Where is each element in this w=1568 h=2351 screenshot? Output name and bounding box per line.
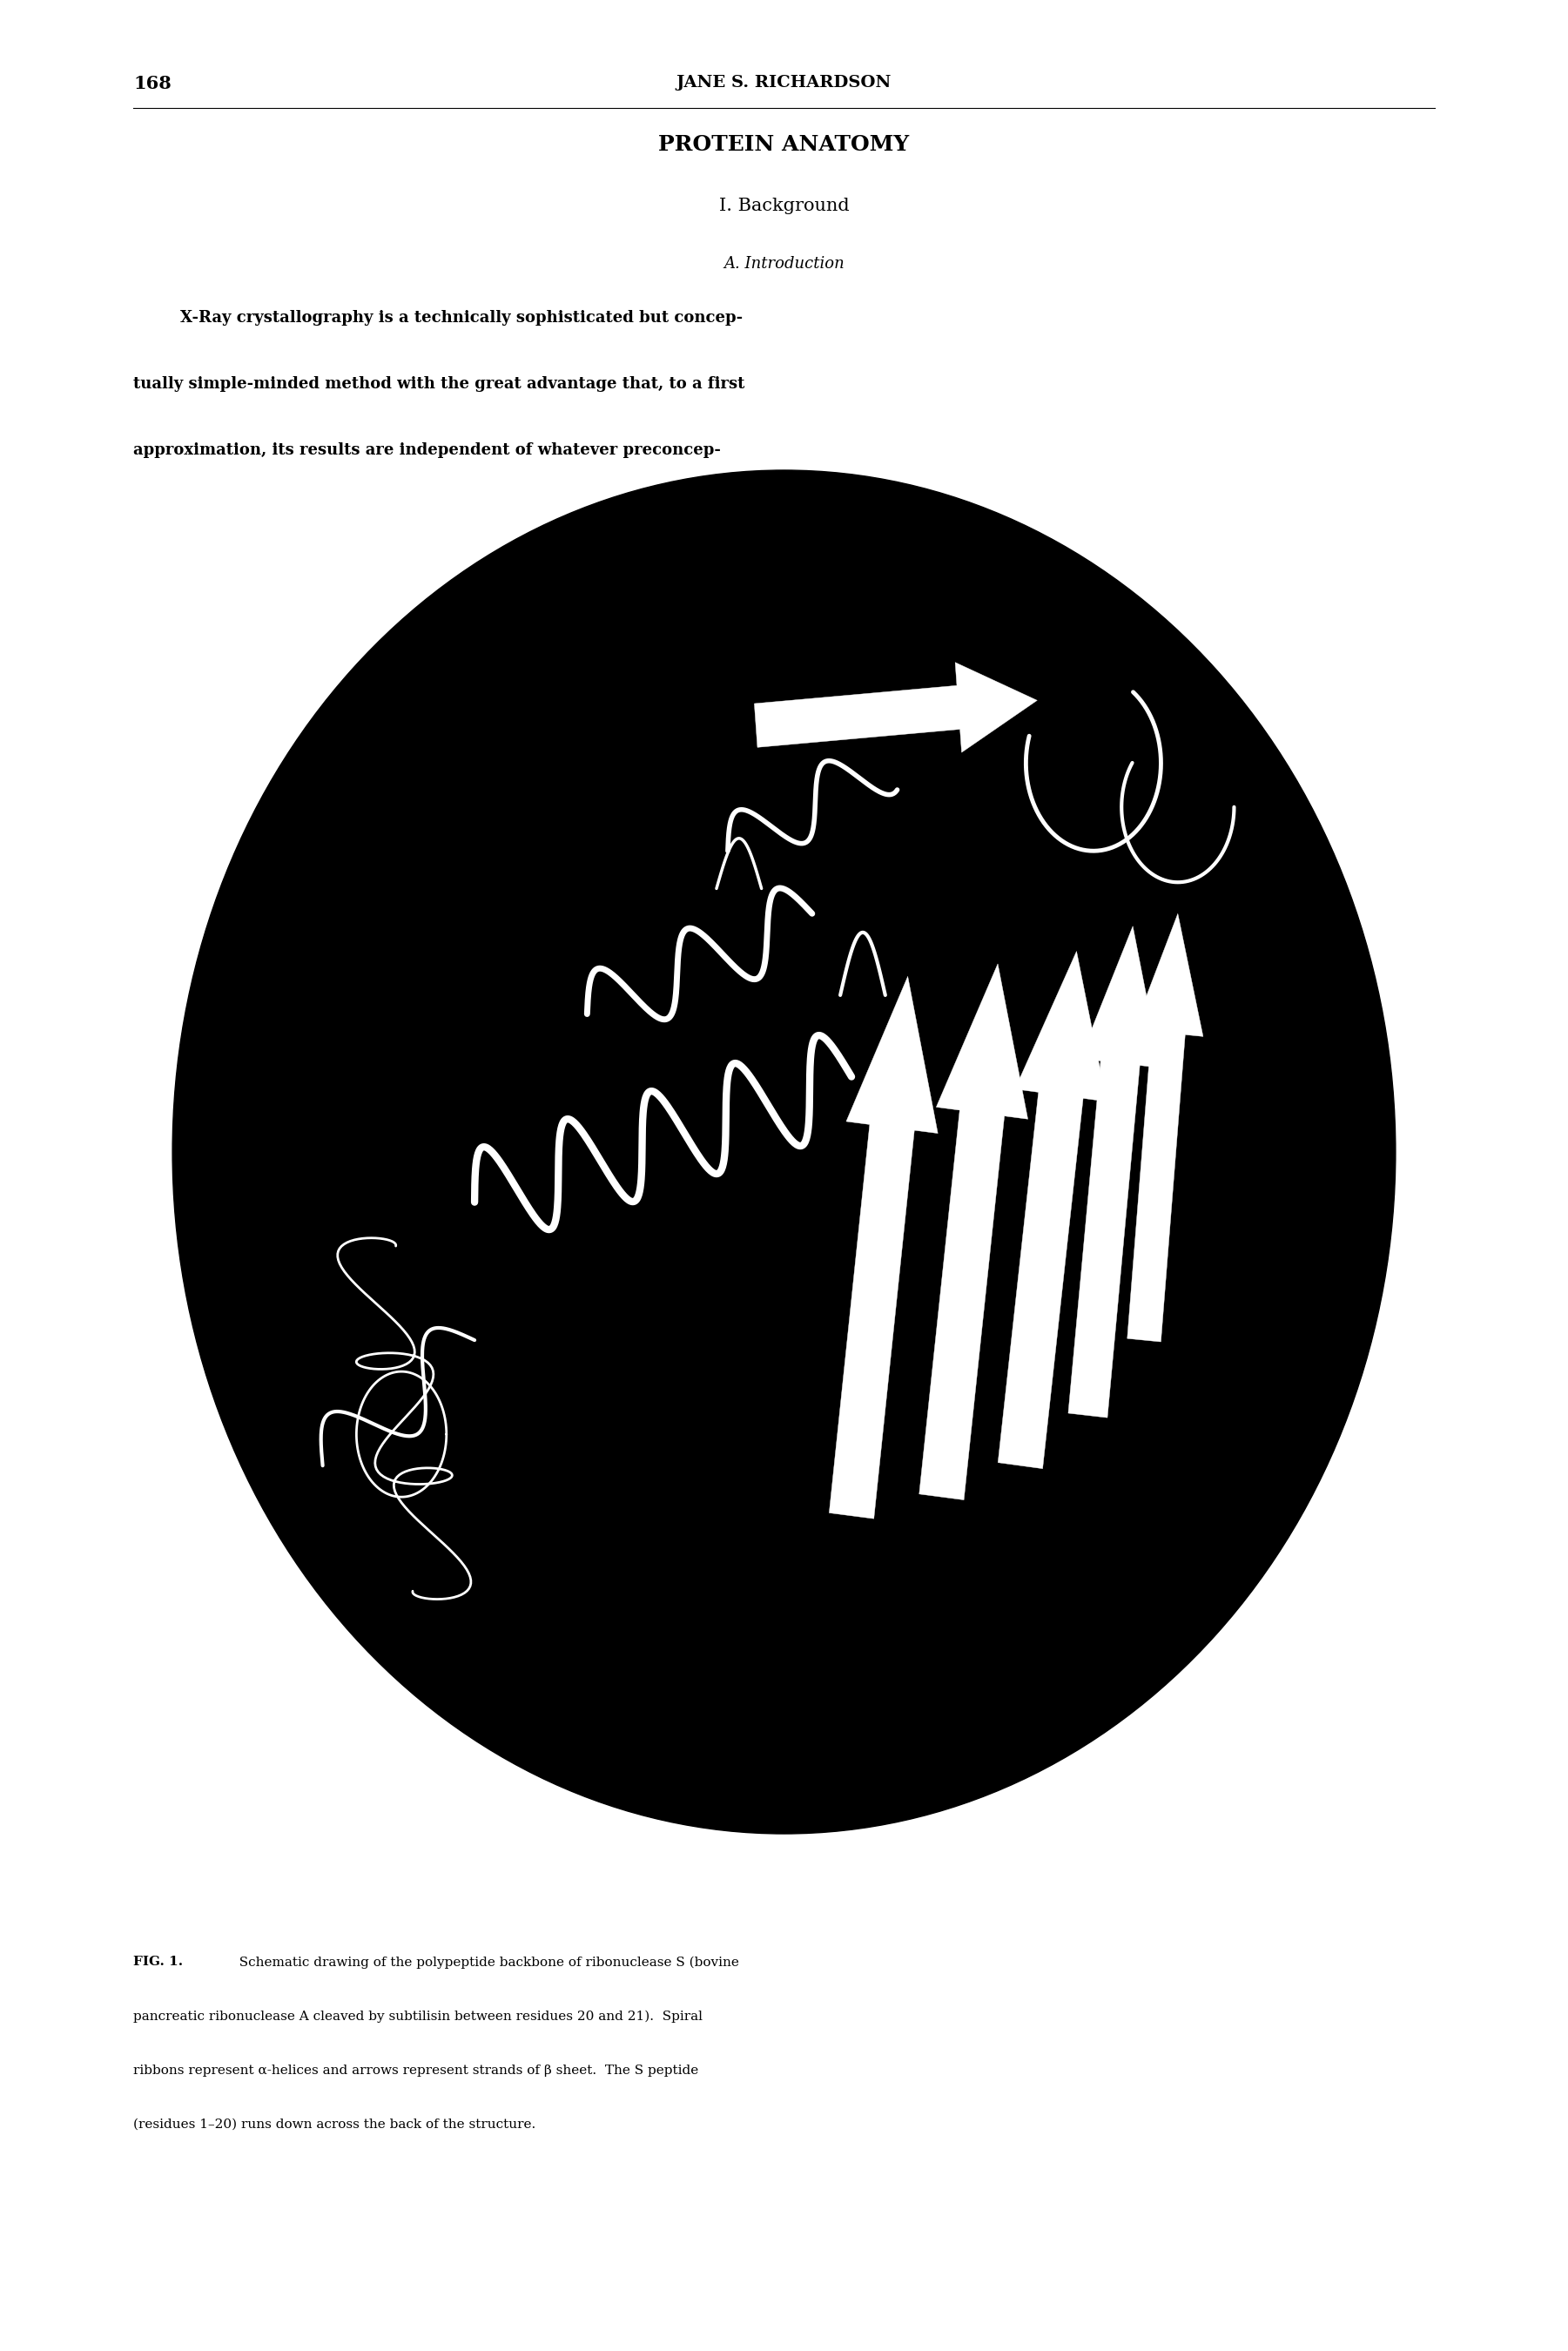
- Text: pancreatic ribonuclease A cleaved by subtilisin between residues 20 and 21).  Sp: pancreatic ribonuclease A cleaved by sub…: [133, 2010, 702, 2022]
- Polygon shape: [997, 952, 1107, 1469]
- Ellipse shape: [172, 470, 1396, 1834]
- Text: I. Background: I. Background: [718, 197, 850, 214]
- Text: tually simple-minded method with the great advantage that, to a first: tually simple-minded method with the gre…: [133, 376, 745, 393]
- Text: approximation, its results are independent of whatever preconcep-: approximation, its results are independe…: [133, 442, 721, 458]
- Polygon shape: [829, 976, 938, 1519]
- Polygon shape: [1068, 926, 1160, 1418]
- Text: (residues 1–20) runs down across the back of the structure.: (residues 1–20) runs down across the bac…: [133, 2118, 536, 2130]
- Text: JANE S. RICHARDSON: JANE S. RICHARDSON: [676, 75, 892, 92]
- Text: 168: 168: [133, 75, 171, 92]
- Polygon shape: [919, 964, 1029, 1500]
- Text: Schematic drawing of the polypeptide backbone of ribonuclease S (bovine: Schematic drawing of the polypeptide bac…: [230, 1956, 739, 1968]
- Polygon shape: [754, 663, 1036, 752]
- Text: PROTEIN ANATOMY: PROTEIN ANATOMY: [659, 134, 909, 155]
- Text: A. Introduction: A. Introduction: [723, 256, 845, 273]
- Text: X-Ray crystallography is a technically sophisticated but concep-: X-Ray crystallography is a technically s…: [180, 310, 743, 327]
- Polygon shape: [1127, 915, 1203, 1342]
- Text: ribbons represent α-helices and arrows represent strands of β sheet.  The S pept: ribbons represent α-helices and arrows r…: [133, 2064, 698, 2076]
- Text: FIG. 1.: FIG. 1.: [133, 1956, 183, 1968]
